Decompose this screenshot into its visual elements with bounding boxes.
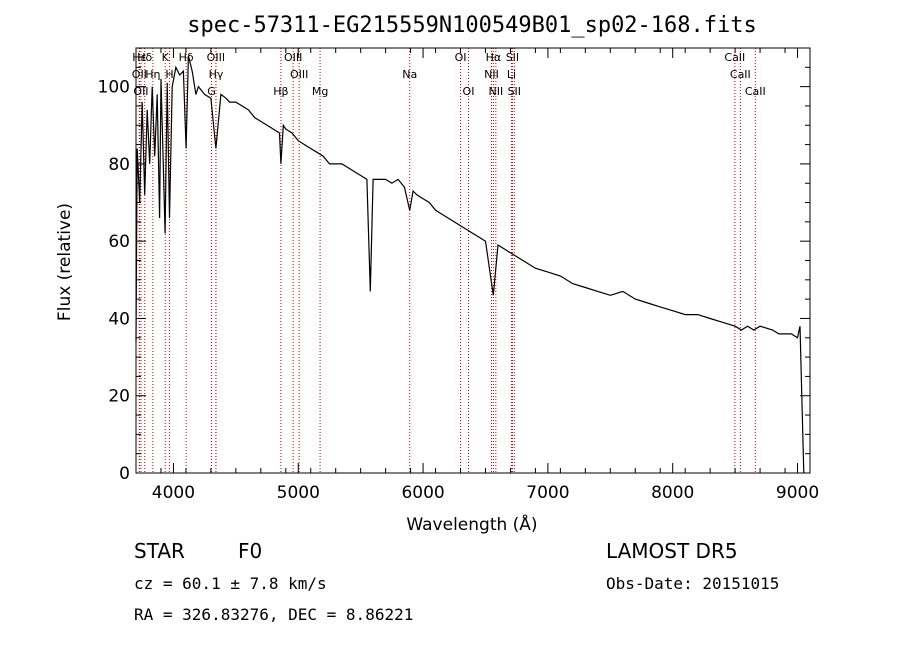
line-marker-label: Hγ bbox=[209, 68, 224, 81]
survey-label: LAMOST DR5 bbox=[606, 539, 738, 563]
y-tick-label: 100 bbox=[98, 78, 130, 98]
x-tick-label: 8000 bbox=[651, 483, 694, 503]
line-marker-label: Hδ bbox=[137, 51, 152, 64]
line-labels: HεOIIOIIHδHηKHHδGOIIIHγHβOIIIOIIIMgNaOIO… bbox=[132, 51, 766, 98]
line-marker-label: K bbox=[162, 51, 170, 64]
line-marker-label: SII bbox=[506, 51, 519, 64]
plot-frame bbox=[135, 47, 811, 474]
y-axis-label: Flux (relative) bbox=[55, 203, 75, 321]
line-marker-label: SII bbox=[508, 85, 521, 98]
line-marker-label: Na bbox=[402, 68, 417, 81]
y-tick-label: 0 bbox=[119, 464, 130, 484]
y-tick-label: 40 bbox=[108, 309, 130, 329]
line-marker-label: Hβ bbox=[273, 85, 288, 98]
redshift-label: cz = 60.1 ± 7.8 km/s bbox=[134, 574, 327, 593]
line-marker-label: Mg bbox=[312, 85, 328, 98]
x-tick-label: 9000 bbox=[776, 483, 819, 503]
line-marker-label: NII bbox=[488, 85, 503, 98]
line-marker-label: NII bbox=[484, 68, 499, 81]
line-marker-label: OIII bbox=[284, 51, 302, 64]
y-axis: 0 20 40 60 80 100 bbox=[98, 66, 810, 484]
x-axis-label: Wavelength (Å) bbox=[406, 513, 537, 535]
x-tick-label: 5000 bbox=[277, 483, 320, 503]
y-tick-label: 80 bbox=[108, 155, 130, 175]
line-marker-label: OI bbox=[455, 51, 467, 64]
line-marker-label: Hα bbox=[486, 51, 502, 64]
obs-date-label: Obs-Date: 20151015 bbox=[606, 574, 779, 593]
line-marker-label: CaII bbox=[724, 51, 745, 64]
line-marker-label: CaII bbox=[745, 85, 766, 98]
line-marker-label: G bbox=[207, 85, 216, 98]
line-marker-label: OIII bbox=[207, 51, 225, 64]
x-tick-label: 7000 bbox=[526, 483, 569, 503]
x-tick-label: 4000 bbox=[152, 483, 195, 503]
class-label: STAR bbox=[134, 539, 185, 563]
line-markers bbox=[138, 48, 756, 473]
line-marker-label: Hη bbox=[145, 68, 160, 81]
line-marker-label: OI bbox=[463, 85, 475, 98]
line-marker-label: H bbox=[165, 68, 173, 81]
x-axis: 4000 5000 6000 7000 8000 9000 bbox=[135, 48, 819, 503]
y-tick-label: 60 bbox=[108, 232, 130, 252]
line-marker-label: OII bbox=[133, 85, 148, 98]
subclass-label: F0 bbox=[238, 539, 262, 563]
coords-label: RA = 326.83276, DEC = 8.86221 bbox=[134, 605, 413, 624]
line-marker-label: CaII bbox=[730, 68, 751, 81]
x-tick-label: 6000 bbox=[401, 483, 444, 503]
spectrum-line bbox=[135, 55, 805, 474]
line-marker-label: OIII bbox=[290, 68, 308, 81]
chart-title: spec-57311-EG215559N100549B01_sp02-168.f… bbox=[187, 13, 757, 38]
y-tick-label: 20 bbox=[108, 387, 130, 407]
line-marker-label: Li bbox=[507, 68, 516, 81]
